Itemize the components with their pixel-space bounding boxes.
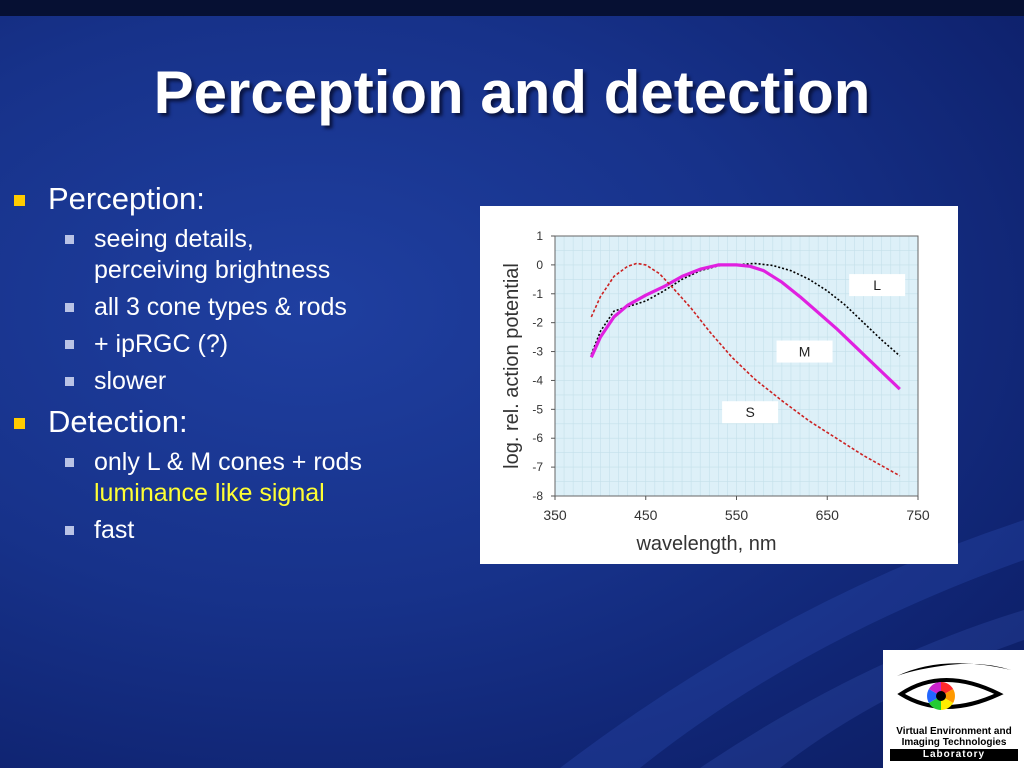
- logo-line1: Virtual Environment and: [896, 726, 1012, 737]
- detection-highlight-text: luminance like signal: [94, 479, 325, 507]
- detection-item: fast: [10, 515, 370, 546]
- x-tick-label: 450: [634, 507, 658, 523]
- x-tick-label: 350: [543, 507, 567, 523]
- curve-label-box: [776, 340, 833, 363]
- curve-label-box: [722, 401, 779, 424]
- y-tick-label: -3: [532, 345, 543, 359]
- y-tick-label: -1: [532, 287, 543, 301]
- slide-title: Perception and detection: [153, 59, 871, 126]
- perception-item-text: + ipRGC (?): [94, 330, 229, 358]
- y-tick-label: 1: [536, 229, 543, 243]
- detection-heading: Detection:: [48, 404, 188, 439]
- bullet-perception: Perception:: [10, 180, 370, 218]
- detection-item-text: fast: [94, 516, 135, 544]
- bullet-list: Perception: seeing details, perceiving b…: [10, 180, 370, 552]
- curve-label: M: [799, 344, 811, 360]
- curve-label: S: [745, 404, 754, 420]
- perception-item: + ipRGC (?): [10, 329, 370, 360]
- perception-item: seeing details, perceiving brightness: [10, 224, 370, 286]
- logo-caption: Virtual Environment and Imaging Technolo…: [887, 726, 1021, 761]
- curve-M: [589, 263, 901, 391]
- y-axis-label: log. rel. action potential: [501, 263, 523, 469]
- y-tick-label: -2: [532, 316, 543, 330]
- curve-label-box: [849, 274, 906, 297]
- logo-line2: Imaging Technologies: [901, 737, 1007, 748]
- lab-logo: Virtual Environment and Imaging Technolo…: [883, 650, 1024, 768]
- y-tick-label: -6: [532, 431, 543, 445]
- perception-item-text: slower: [94, 367, 167, 395]
- eye-logo-icon: [897, 663, 1011, 710]
- bullet-marker: [14, 418, 25, 429]
- chart-panel: 1 0 -1 -2 -3 -4 -5 -6 -7 -8 350 450 550 650 750 wavelen…: [480, 206, 958, 564]
- top-bar: [0, 0, 1024, 16]
- y-tick-label: -8: [532, 489, 543, 503]
- x-tick-label: 550: [725, 507, 749, 523]
- bullet-detection: Detection:: [10, 403, 370, 441]
- y-tick-label: -7: [532, 460, 543, 474]
- perception-item-text: seeing details, perceiving brightness: [94, 225, 331, 284]
- sub-bullet-marker: [65, 526, 74, 535]
- curve-label: L: [873, 277, 881, 293]
- detection-item-text: only L & M cones + rods: [94, 448, 362, 476]
- y-tick-label: 0: [536, 258, 543, 272]
- detection-item: only L & M cones + rods luminance like s…: [10, 447, 370, 509]
- sub-bullet-marker: [65, 340, 74, 349]
- sub-bullet-marker: [65, 458, 74, 467]
- sub-bullet-marker: [65, 377, 74, 386]
- perception-heading: Perception:: [48, 181, 205, 216]
- perception-item: slower: [10, 366, 370, 397]
- logo-line3: Laboratory: [890, 749, 1018, 761]
- perception-item: all 3 cone types & rods: [10, 292, 370, 323]
- x-tick-label: 650: [816, 507, 840, 523]
- x-axis-label: wavelength, nm: [635, 533, 776, 555]
- bullet-marker: [14, 195, 25, 206]
- x-tick-label: 750: [906, 507, 930, 523]
- curve-S: [590, 262, 901, 477]
- perception-item-text: all 3 cone types & rods: [94, 293, 347, 321]
- y-tick-label: -5: [532, 402, 543, 416]
- y-tick-label: -4: [532, 373, 543, 387]
- sub-bullet-marker: [65, 235, 74, 244]
- sub-bullet-marker: [65, 303, 74, 312]
